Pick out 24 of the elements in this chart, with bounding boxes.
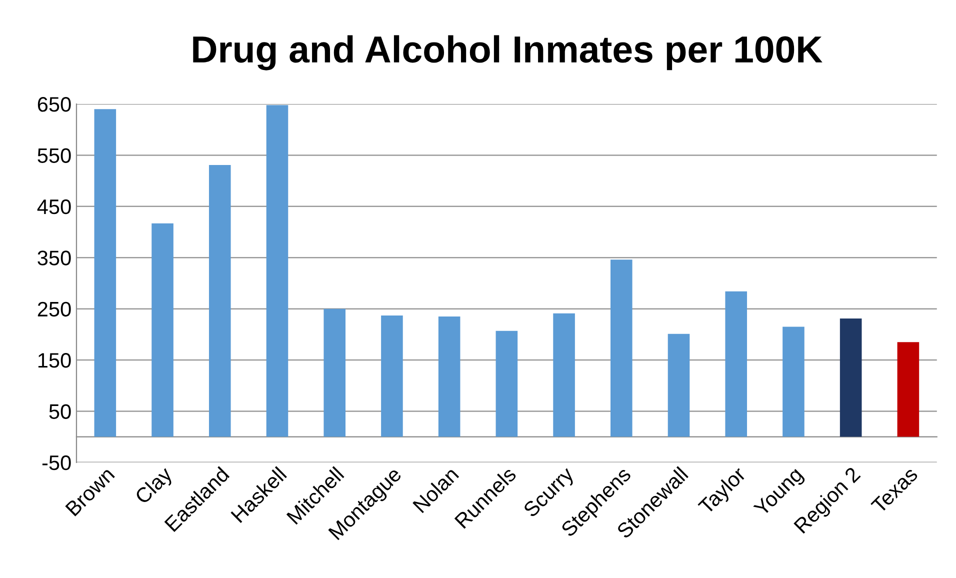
bar: [94, 109, 116, 437]
y-tick-label: 150: [38, 353, 71, 368]
bar: [496, 330, 518, 437]
bar: [438, 316, 460, 437]
bar: [610, 260, 632, 437]
bar: [668, 334, 690, 437]
y-tick-label: 450: [37, 199, 71, 214]
chart-title: Drug and Alcohol Inmates per 100K: [193, 35, 822, 70]
y-tick-label: 250: [38, 302, 71, 317]
bar: [208, 164, 231, 437]
bar: [381, 315, 403, 437]
bar: [152, 223, 174, 437]
y-tick-label: -50: [42, 455, 71, 470]
bar: [725, 291, 748, 437]
bar: [324, 308, 346, 437]
y-tick-label: 50: [49, 404, 71, 419]
bar: [266, 105, 288, 437]
bar: [897, 342, 920, 437]
bar: [840, 318, 862, 437]
y-tick-label: 350: [38, 250, 71, 266]
y-tick-label: 550: [38, 148, 71, 163]
bar: [782, 326, 804, 437]
bar: [553, 313, 575, 437]
y-tick-label: 650: [38, 97, 71, 112]
